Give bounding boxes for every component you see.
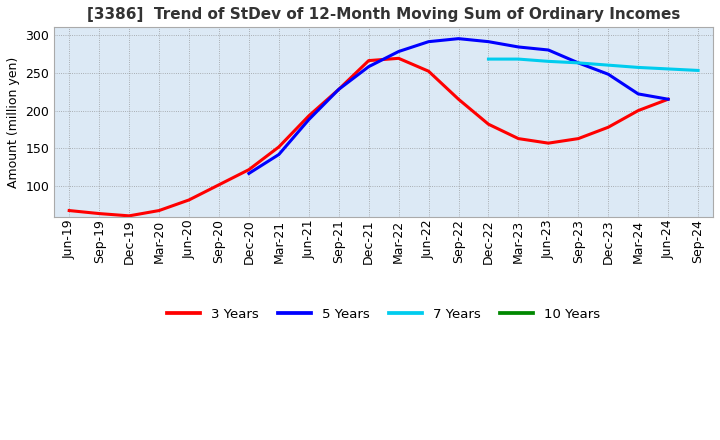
Legend: 3 Years, 5 Years, 7 Years, 10 Years: 3 Years, 5 Years, 7 Years, 10 Years (162, 303, 606, 326)
Y-axis label: Amount (million yen): Amount (million yen) (7, 56, 20, 187)
Title: [3386]  Trend of StDev of 12-Month Moving Sum of Ordinary Incomes: [3386] Trend of StDev of 12-Month Moving… (87, 7, 680, 22)
